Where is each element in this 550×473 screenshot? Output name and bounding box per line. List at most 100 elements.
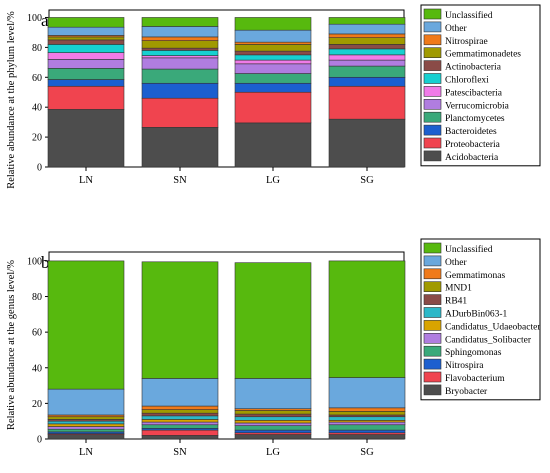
bar-segment-gemmatimonadetes <box>234 44 312 52</box>
bar-segment-proteobacteria <box>328 85 406 120</box>
bar-segment-adurbbin063-1 <box>47 420 125 425</box>
bar-segment-mnd1 <box>328 411 406 416</box>
bar-segment-gemmatimonadetes <box>141 40 219 49</box>
legend-label: Nitrospirae <box>445 37 488 47</box>
legend-swatch <box>423 281 442 293</box>
y-tick-label: 80 <box>32 292 42 303</box>
bar-segment-nitrospirae <box>328 33 406 38</box>
legend-swatch <box>423 60 442 71</box>
bar-segment-bryobacter <box>328 434 406 440</box>
legend-label: Bryobacter <box>445 387 488 397</box>
bar-segment-nitrospira <box>234 429 312 434</box>
bar-segment-unclassified <box>234 262 312 379</box>
bar-segment-mnd1 <box>234 410 312 415</box>
bar-segment-other <box>141 378 219 407</box>
legend-swatch <box>423 34 442 46</box>
y-tick-label: 20 <box>32 133 42 144</box>
bar-segment-mnd1 <box>141 409 219 414</box>
x-tick-label: LG <box>266 447 280 458</box>
bar-segment-unclassified <box>141 17 219 27</box>
legend-swatch <box>423 124 442 136</box>
bar-segment-proteobacteria <box>47 85 125 110</box>
bar-segment-proteobacteria <box>234 91 312 124</box>
legend-swatch <box>423 150 442 162</box>
bar-segment-planctomycetes <box>141 68 219 84</box>
bar-segment-candidatus-solibacter <box>141 421 219 426</box>
legend-label: Bacteroidetes <box>445 127 497 137</box>
legend-swatch <box>423 345 442 357</box>
panel-label: a <box>41 11 49 30</box>
y-tick-label: 0 <box>37 435 42 446</box>
bar-segment-planctomycetes <box>47 68 125 80</box>
bar-segment-candidatus-solibacter <box>47 426 125 430</box>
bar-segment-unclassified <box>47 17 125 28</box>
bar-segment-adurbbin063-1 <box>328 416 406 421</box>
bar-segment-actinobacteria <box>328 44 406 50</box>
bar-segment-adurbbin063-1 <box>234 416 312 421</box>
legend-label: Unclassified <box>445 10 493 21</box>
legend-label: Planctomycetes <box>445 114 505 124</box>
legend-swatch <box>423 21 442 33</box>
legend-swatch <box>423 307 442 318</box>
y-tick-label: 100 <box>27 256 42 267</box>
y-tick-label: 0 <box>37 163 42 174</box>
chart-panel-b: 0 20 40 60 80 100 Relative abundance at the ge… <box>6 238 541 458</box>
legend-label: Candidatus_Solibacter <box>445 335 532 345</box>
bar-segment-bryobacter <box>141 435 219 440</box>
bar-segment-bacteroidetes <box>47 79 125 87</box>
legend-swatch <box>423 47 442 59</box>
bar-segment-planctomycetes <box>234 73 312 84</box>
bar-segment-bacteroidetes <box>328 76 406 87</box>
legend-swatch <box>423 294 442 305</box>
legend-swatch <box>423 320 442 331</box>
y-tick-label: 20 <box>32 399 42 410</box>
bar-segment-bacteroidetes <box>234 82 312 93</box>
legend-label: Chloroflexi <box>445 75 489 86</box>
bar-segment-acidobacteria <box>328 118 406 168</box>
bar-segment-gemmatimonadetes <box>328 37 406 45</box>
bar-segment-planctomycetes <box>328 65 406 78</box>
bar-segment-other <box>234 29 312 43</box>
bar-segment-unclassified <box>234 17 312 31</box>
bar-segment-sphingomonas <box>47 428 125 433</box>
legend-swatch <box>423 137 442 149</box>
legend-swatch <box>423 371 442 383</box>
chart-panel-a: 0 20 40 60 80 100 Relative abundance at the ph… <box>6 4 541 189</box>
legend-swatch <box>423 268 442 280</box>
bar-segment-actinobacteria <box>47 39 125 45</box>
legend-label: Gemmatimonadetes <box>445 50 521 60</box>
x-tick-label: LN <box>79 175 93 186</box>
legend-label: Nitrospira <box>445 361 484 371</box>
legend-label: Acidobacteria <box>445 153 499 163</box>
bar-segment-sphingomonas <box>141 424 219 429</box>
legend-label: Other <box>445 24 467 34</box>
bar-segment-nitrospirae <box>141 36 219 41</box>
legend-label: Flavobacterium <box>445 374 505 384</box>
bar-segment-other <box>328 23 406 35</box>
bar-segment-bacteroidetes <box>141 82 219 99</box>
legend-swatch <box>423 111 442 123</box>
y-tick-label: 40 <box>32 363 42 374</box>
legend-swatch <box>423 242 442 254</box>
bar-segment-other <box>328 377 406 409</box>
bar-segment-candidatus-udaeobacter <box>234 419 312 424</box>
bar-segment-candidatus-udaeobacter <box>47 423 125 427</box>
bar-segment-rb41 <box>141 412 219 417</box>
bar-segment-unclassified <box>141 261 219 379</box>
bar-segment-patescibacteria <box>141 55 219 59</box>
legend-label: Other <box>445 258 467 268</box>
legend-label: Candidatus_Udaeobacter <box>445 322 541 332</box>
bar-segment-rb41 <box>234 413 312 418</box>
bar-segment-gemmatimonadetes <box>47 36 125 41</box>
x-tick-label: LN <box>79 447 93 458</box>
legend-swatch <box>423 8 442 20</box>
y-axis-label: Relative abundance at the genus level/% <box>6 260 17 430</box>
bar-segment-gemmatimonas <box>141 405 219 410</box>
bar-segment-acidobacteria <box>47 109 125 168</box>
bar-segment-nitrospira <box>328 429 406 434</box>
y-axis-label: Relative abundance at the phylum level/% <box>6 11 17 189</box>
bar-segment-gemmatimonas <box>328 407 406 412</box>
legend-swatch <box>423 86 442 97</box>
bar-segment-other <box>141 26 219 38</box>
legend-label: Proteobacteria <box>445 140 501 150</box>
